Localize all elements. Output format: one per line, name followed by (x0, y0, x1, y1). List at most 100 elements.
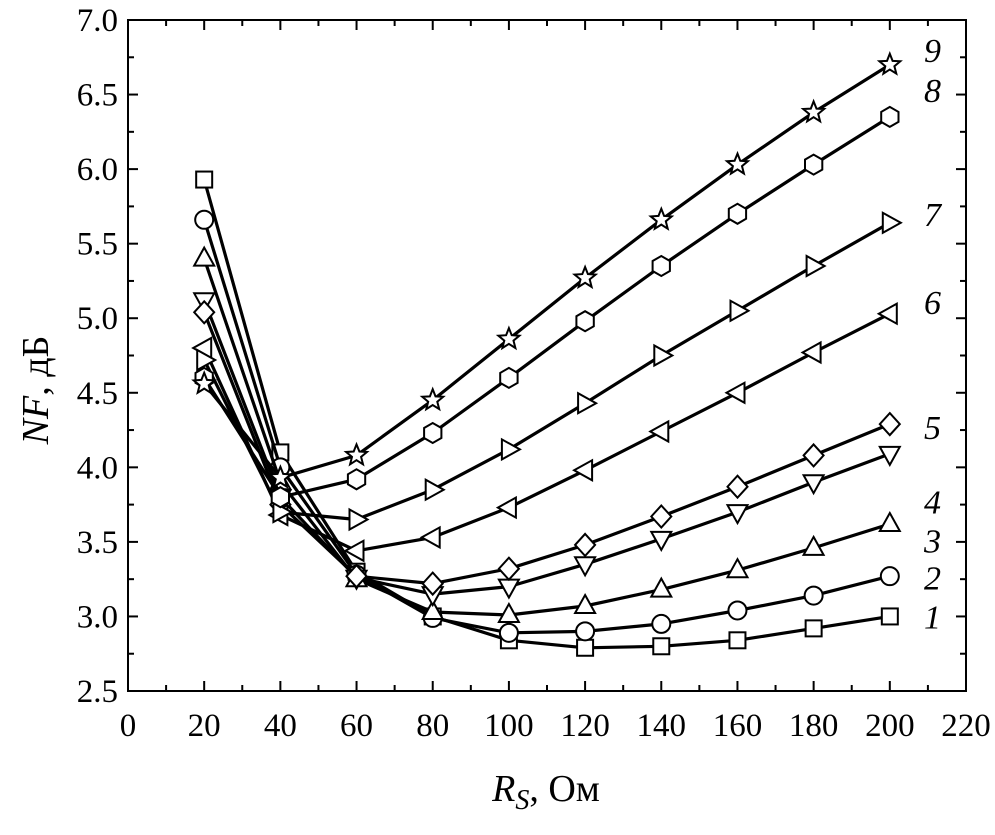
data-point-diamond (192, 299, 216, 325)
series-label-9: 9 (924, 33, 941, 70)
data-point-square (195, 170, 214, 189)
data-point-hexagon (651, 254, 671, 278)
x-axis-title-unit: , Ом (529, 768, 600, 810)
y-tick-label: 6.5 (77, 78, 118, 114)
series-line (202, 258, 891, 617)
x-tick-label: 220 (941, 708, 991, 744)
data-point-circle (575, 621, 596, 642)
data-point-star (724, 150, 751, 176)
data-point-triangle-right (500, 437, 522, 462)
y-tick-label: 3.5 (77, 525, 118, 561)
series-line (202, 312, 891, 553)
series-label-5: 5 (924, 410, 941, 447)
data-point-hexagon (499, 366, 519, 390)
series-8 (194, 105, 900, 509)
x-tick-label: 40 (264, 708, 297, 744)
data-point-diamond (802, 442, 825, 468)
x-tick-label: 140 (637, 708, 687, 744)
data-point-diamond (497, 556, 521, 582)
data-point-triangle-left (876, 302, 898, 326)
x-tick-label: 200 (865, 708, 915, 744)
data-point-star (267, 464, 294, 489)
series-layer (191, 50, 903, 657)
series-5 (192, 299, 902, 597)
data-point-diamond (878, 411, 902, 437)
data-point-triangle-up (421, 598, 445, 620)
y-tick-label: 5.0 (77, 301, 118, 337)
series-label-6: 6 (924, 285, 941, 322)
data-point-triangle-up (725, 557, 750, 579)
data-point-square (576, 638, 595, 657)
data-point-triangle-down (878, 445, 902, 467)
data-point-triangle-right (653, 343, 675, 368)
data-point-hexagon (346, 468, 367, 491)
x-tick-label: 100 (484, 708, 534, 744)
data-point-star (191, 370, 218, 395)
data-point-triangle-left (343, 539, 365, 563)
x-tick-label: 80 (416, 708, 449, 744)
data-point-circle (498, 622, 519, 643)
series-label-8: 8 (924, 73, 941, 110)
series-label-7: 7 (924, 197, 943, 234)
y-axis-title-unit: , дБ (15, 336, 57, 396)
data-point-triangle-left (572, 458, 594, 482)
y-tick-label: 7.0 (77, 3, 118, 39)
data-point-triangle-right (196, 348, 218, 372)
data-point-triangle-up (573, 592, 597, 614)
series-line (202, 299, 891, 596)
series-label-3: 3 (923, 523, 941, 560)
series-label-4: 4 (924, 485, 941, 522)
data-point-triangle-left (419, 525, 441, 550)
data-point-triangle-up (878, 510, 902, 532)
data-point-square (804, 619, 823, 638)
series-6 (191, 302, 898, 563)
data-point-triangle-right (348, 507, 370, 532)
data-point-triangle-left (800, 340, 822, 365)
data-point-circle (879, 566, 900, 587)
x-tick-label: 0 (120, 708, 137, 744)
axes-ticks (127, 19, 967, 692)
data-point-triangle-left (724, 381, 746, 405)
data-point-hexagon (423, 421, 443, 445)
data-point-triangle-right (424, 478, 446, 502)
data-point-star (800, 98, 827, 124)
y-axis-title-var: NF (15, 395, 57, 445)
y-tick-label: 5.5 (77, 227, 118, 263)
data-point-diamond (573, 532, 597, 558)
x-tick-label: 120 (560, 708, 610, 744)
data-point-star (876, 50, 903, 76)
y-axis-title: NF, дБ (15, 336, 57, 446)
data-point-triangle-left (648, 419, 670, 444)
series-7 (196, 211, 903, 532)
series-9 (191, 50, 903, 489)
data-point-triangle-up (649, 576, 673, 598)
data-point-circle (194, 209, 215, 230)
data-point-circle (727, 600, 748, 621)
series-1 (195, 170, 899, 657)
data-point-star (495, 325, 522, 351)
y-tick-label: 2.5 (77, 674, 118, 710)
data-point-hexagon (727, 202, 748, 225)
data-point-triangle-down (725, 504, 750, 526)
data-point-hexagon (575, 310, 595, 333)
data-point-circle (803, 585, 824, 606)
series-line (202, 311, 891, 586)
data-point-diamond (345, 563, 368, 589)
data-point-triangle-right (729, 299, 751, 323)
series-line (202, 221, 891, 522)
series-3 (192, 245, 902, 623)
data-point-star (648, 206, 675, 231)
data-point-triangle-right (577, 391, 599, 415)
x-axis-title-var: R (491, 768, 515, 810)
series-label-1: 1 (924, 599, 941, 636)
series-label-2: 2 (924, 561, 941, 598)
x-tick-label: 180 (789, 708, 839, 744)
data-point-diamond (726, 474, 749, 500)
x-tick-label: 60 (340, 708, 373, 744)
y-tick-label: 4.0 (77, 450, 118, 486)
data-point-hexagon (270, 486, 290, 509)
y-tick-label: 6.0 (77, 152, 118, 188)
data-point-triangle-up (192, 245, 216, 267)
data-point-diamond (649, 504, 673, 529)
